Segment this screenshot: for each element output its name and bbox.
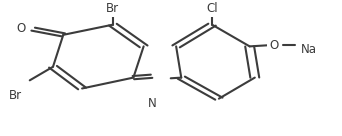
Text: Cl: Cl [206,2,218,15]
Text: Na: Na [301,43,317,56]
Text: O: O [269,39,278,52]
Text: N: N [148,97,157,110]
Text: Br: Br [9,89,22,102]
Text: Br: Br [106,2,119,15]
Text: O: O [16,22,26,35]
